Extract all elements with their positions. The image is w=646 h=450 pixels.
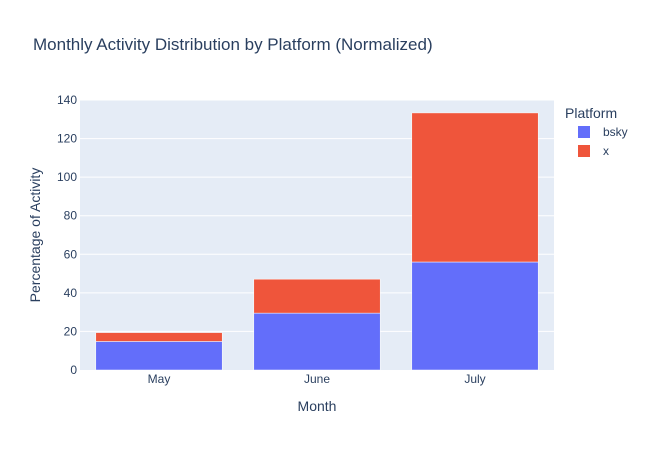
x-tick-label: June: [304, 372, 330, 386]
y-tick-label: 20: [64, 324, 78, 338]
legend: Platform bsky x: [565, 105, 628, 158]
y-tick-label: 120: [57, 132, 77, 146]
y-tick-label: 80: [64, 209, 78, 223]
x-axis-title: Month: [298, 398, 337, 414]
legend-label-bsky: bsky: [603, 125, 628, 139]
legend-swatch-bsky: [578, 126, 590, 138]
bar-bsky-july: [411, 261, 539, 371]
x-axis-ticks: May June July: [148, 372, 486, 386]
x-tick-label: July: [464, 372, 485, 386]
bar-x-may: [95, 332, 223, 342]
chart-title: Monthly Activity Distribution by Platfor…: [33, 35, 433, 54]
bar-bsky-june: [253, 312, 381, 371]
x-tick-label: May: [148, 372, 171, 386]
legend-title: Platform: [565, 105, 617, 121]
y-axis-ticks: 0 20 40 60 80 100 120 140: [57, 93, 77, 377]
bar-bsky-may: [95, 341, 223, 371]
legend-label-x: x: [603, 144, 609, 158]
y-tick-label: 40: [64, 286, 78, 300]
y-tick-label: 140: [57, 93, 77, 107]
y-tick-label: 100: [57, 170, 77, 184]
bar-x-july: [411, 112, 539, 263]
y-axis-title: Percentage of Activity: [27, 168, 43, 303]
bars: [95, 112, 539, 371]
legend-swatch-x: [578, 145, 590, 157]
y-tick-label: 0: [70, 363, 77, 377]
bar-x-june: [253, 278, 381, 314]
y-tick-label: 60: [64, 247, 78, 261]
